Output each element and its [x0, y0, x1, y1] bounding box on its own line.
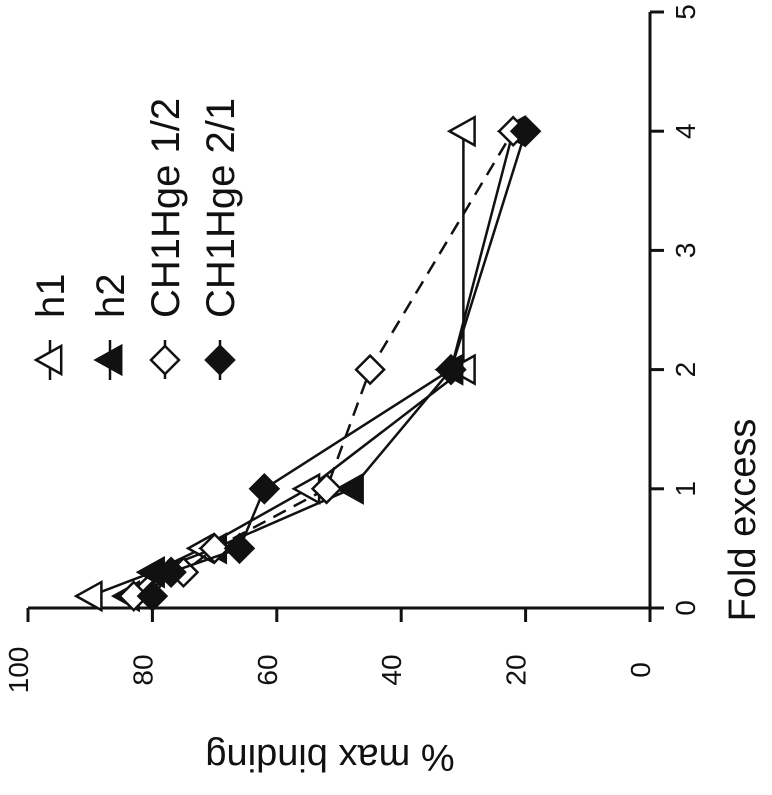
x-axis-label: Fold excess [722, 419, 764, 622]
legend-item: h2 [89, 274, 133, 380]
data-point [248, 473, 281, 505]
data-point [446, 115, 476, 148]
data-point [155, 556, 187, 589]
legend-item: CH1Hge 2/1 [199, 98, 243, 380]
filled-triangle-marker [93, 343, 123, 377]
data-point [136, 580, 169, 612]
data-point [223, 532, 256, 565]
legend-item: h1 [29, 274, 73, 380]
legend: h1 h2 CH1Hge 1/2 CH1Hge 2/1 [29, 98, 243, 380]
x-tick-label: 0 [670, 600, 701, 616]
x-tick-label: 2 [670, 362, 701, 378]
y-tick-label: 0 [625, 662, 656, 678]
data-point [435, 353, 467, 386]
x-tick-label: 3 [670, 243, 701, 259]
data-point [73, 579, 103, 613]
y-tick-label: 60 [252, 654, 283, 685]
legend-label: h1 [29, 274, 73, 319]
y-tick-label: 100 [3, 647, 34, 694]
filled-diamond-marker [204, 344, 236, 376]
x-tick-label: 4 [670, 123, 701, 139]
y-axis-ticks: 0 20 40 60 80 100 [3, 608, 656, 693]
legend-label: CH1Hge 2/1 [199, 98, 243, 318]
series-line [133, 130, 515, 598]
data-point [354, 353, 386, 386]
series-4 [136, 115, 542, 612]
data-point [509, 115, 542, 147]
y-tick-label: 40 [376, 654, 407, 685]
data-point [310, 473, 343, 505]
legend-label: CH1Hge 1/2 [144, 98, 188, 318]
y-tick-label: 80 [127, 654, 158, 685]
series-1 [73, 115, 476, 613]
y-axis-label: % max binding [205, 736, 454, 778]
open-diamond-marker [149, 344, 181, 376]
legend-item: CH1Hge 1/2 [144, 98, 188, 380]
series-layer [73, 115, 542, 613]
x-tick-label: 1 [670, 481, 701, 497]
y-tick-label: 20 [501, 654, 532, 685]
x-axis-ticks: 0 1 2 3 4 5 [650, 4, 701, 616]
data-point [334, 472, 364, 505]
legend-label: h2 [89, 274, 133, 319]
x-tick-label: 5 [670, 4, 701, 20]
open-triangle-marker [33, 343, 63, 377]
